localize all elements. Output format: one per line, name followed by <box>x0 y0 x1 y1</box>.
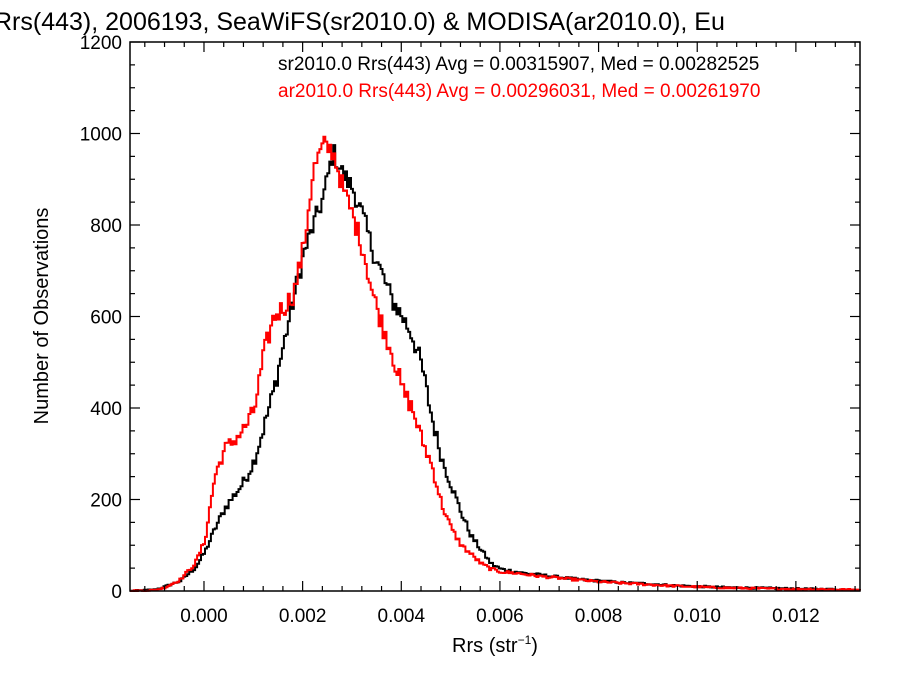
y-tick-label: 1200 <box>80 33 122 54</box>
plot-area: 0.000 0.002 0.004 0.006 0.008 0.010 0.012 0 200 4… <box>80 33 861 627</box>
y-tick-label: 1000 <box>80 125 122 146</box>
x-tick-label: 0.000 <box>180 606 228 627</box>
chart-title: Rrs(443), 2006193, SeaWiFS(sr2010.0) & M… <box>0 8 725 36</box>
x-axis-title: Rrs (str−1) <box>452 633 538 657</box>
x-tick-label: 0.006 <box>476 606 524 627</box>
ticks-layer: 0.000 0.002 0.004 0.006 0.008 0.010 0.012 0 200 4… <box>80 33 860 627</box>
x-tick-label: 0.012 <box>772 606 820 627</box>
y-tick-label: 800 <box>90 216 122 237</box>
series-line-1 <box>130 135 861 592</box>
x-tick-label: 0.002 <box>279 606 327 627</box>
y-tick-label: 400 <box>90 399 122 420</box>
y-tick-label: 600 <box>90 308 122 329</box>
x-tick-label: 0.010 <box>673 606 721 627</box>
y-tick-label: 200 <box>90 491 122 512</box>
y-tick-label: 0 <box>111 582 122 603</box>
annotation-ar2010: ar2010.0 Rrs(443) Avg = 0.00296031, Med … <box>278 81 760 102</box>
y-axis-title: Number of Observations <box>31 208 53 425</box>
x-tick-label: 0.008 <box>575 606 623 627</box>
x-tick-label: 0.004 <box>378 606 426 627</box>
annotation-sr2010: sr2010.0 Rrs(443) Avg = 0.00315907, Med … <box>278 54 759 75</box>
